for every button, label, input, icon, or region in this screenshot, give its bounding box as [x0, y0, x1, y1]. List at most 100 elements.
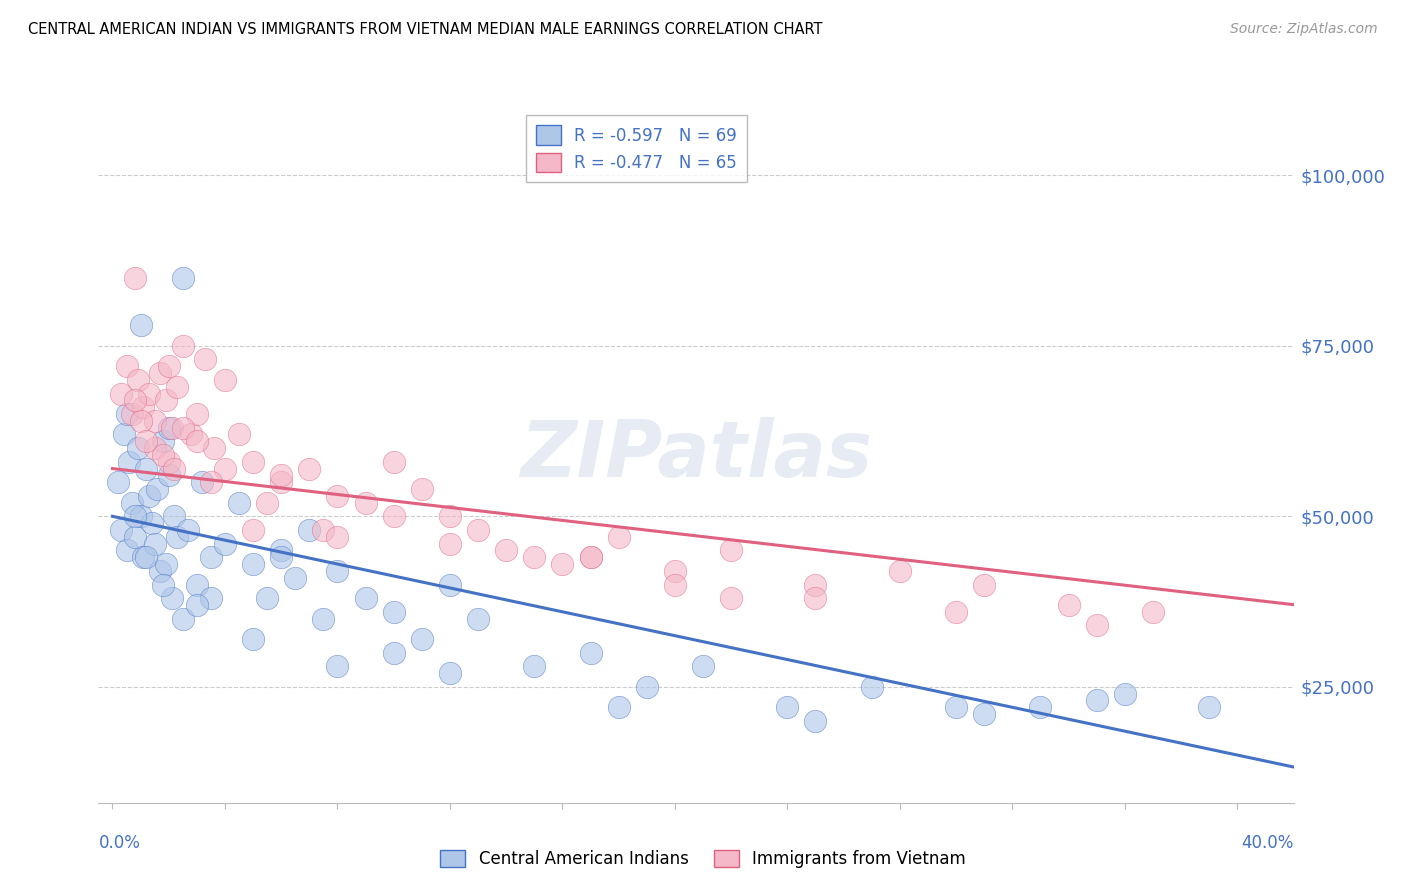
Point [523, 550, 546, 565]
Point [1114, 687, 1136, 701]
Point [200, 591, 222, 606]
Point [1085, 618, 1108, 632]
Point [132, 550, 155, 565]
Point [115, 359, 138, 374]
Point [242, 523, 264, 537]
Point [172, 420, 194, 434]
Point [152, 448, 174, 462]
Point [152, 577, 174, 591]
Legend: Central American Indians, Immigrants from Vietnam: Central American Indians, Immigrants fro… [433, 843, 973, 875]
Point [382, 509, 405, 524]
Point [152, 434, 174, 449]
Point [523, 659, 546, 673]
Point [256, 496, 278, 510]
Point [186, 434, 208, 449]
Text: 40.0%: 40.0% [1241, 834, 1294, 852]
Point [112, 427, 135, 442]
Point [270, 468, 292, 483]
Point [143, 414, 166, 428]
Point [312, 523, 335, 537]
Text: CENTRAL AMERICAN INDIAN VS IMMIGRANTS FROM VIETNAM MEDIAN MALE EARNINGS CORRELAT: CENTRAL AMERICAN INDIAN VS IMMIGRANTS FR… [28, 22, 823, 37]
Point [121, 496, 143, 510]
Point [157, 359, 180, 374]
Point [194, 352, 217, 367]
Text: Source: ZipAtlas.com: Source: ZipAtlas.com [1230, 22, 1378, 37]
Point [228, 427, 250, 442]
Point [720, 591, 742, 606]
Point [124, 509, 146, 524]
Point [115, 407, 138, 421]
Point [129, 318, 152, 333]
Point [579, 550, 602, 565]
Point [214, 536, 236, 550]
Point [804, 591, 827, 606]
Point [180, 427, 202, 442]
Point [138, 386, 160, 401]
Point [579, 550, 602, 565]
Point [200, 475, 222, 490]
Point [135, 461, 157, 475]
Point [973, 577, 995, 591]
Point [149, 564, 172, 578]
Point [284, 571, 307, 585]
Point [242, 557, 264, 571]
Point [354, 496, 377, 510]
Point [1142, 605, 1164, 619]
Point [157, 468, 180, 483]
Point [163, 461, 186, 475]
Point [973, 707, 995, 722]
Point [166, 530, 188, 544]
Point [149, 366, 172, 380]
Point [256, 591, 278, 606]
Point [124, 270, 146, 285]
Point [143, 441, 166, 455]
Point [124, 530, 146, 544]
Point [177, 523, 200, 537]
Point [312, 612, 335, 626]
Point [607, 530, 630, 544]
Point [411, 632, 433, 646]
Point [110, 386, 132, 401]
Point [354, 591, 377, 606]
Legend: R = -0.597   N = 69, R = -0.477   N = 65: R = -0.597 N = 69, R = -0.477 N = 65 [526, 115, 747, 182]
Point [143, 536, 166, 550]
Point [664, 564, 686, 578]
Text: 0.0%: 0.0% [98, 834, 141, 852]
Point [439, 577, 461, 591]
Point [664, 577, 686, 591]
Point [160, 420, 183, 434]
Point [270, 550, 292, 565]
Point [129, 414, 152, 428]
Point [155, 393, 177, 408]
Point [121, 407, 143, 421]
Point [1198, 700, 1220, 714]
Point [186, 407, 208, 421]
Point [270, 475, 292, 490]
Point [163, 509, 186, 524]
Point [607, 700, 630, 714]
Point [160, 591, 183, 606]
Point [107, 475, 129, 490]
Point [127, 441, 149, 455]
Point [172, 612, 194, 626]
Point [202, 441, 225, 455]
Point [186, 577, 208, 591]
Point [166, 380, 188, 394]
Point [155, 557, 177, 571]
Point [439, 666, 461, 681]
Point [214, 461, 236, 475]
Point [326, 489, 349, 503]
Point [242, 455, 264, 469]
Point [467, 523, 489, 537]
Point [551, 557, 574, 571]
Point [804, 714, 827, 728]
Point [191, 475, 214, 490]
Point [326, 659, 349, 673]
Point [157, 455, 180, 469]
Point [110, 523, 132, 537]
Text: ZIPatlas: ZIPatlas [520, 417, 872, 493]
Point [776, 700, 799, 714]
Point [860, 680, 883, 694]
Point [326, 564, 349, 578]
Point [242, 632, 264, 646]
